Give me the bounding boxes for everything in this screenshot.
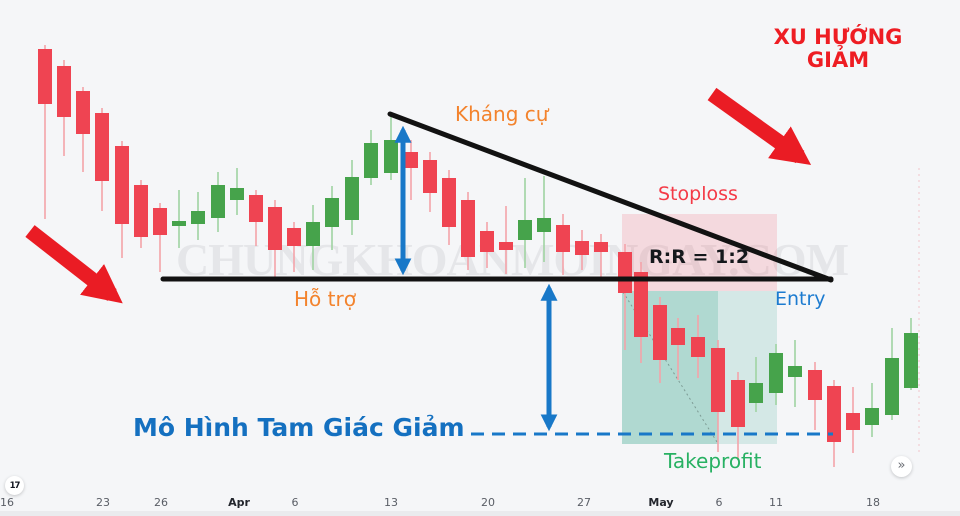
candle-down [556,225,570,252]
risk-reward-label: R:R = 1:2 [649,246,750,268]
x-axis-tick: 20 [481,496,495,509]
x-axis-tick: 23 [96,496,110,509]
x-axis-tick: 6 [715,496,723,509]
stoploss-label: Stoploss [658,183,738,205]
candle-down [653,305,667,360]
candle-down [134,185,148,237]
tradingview-logo-button[interactable]: 17 [5,476,24,495]
x-axis-tick: 16 [0,496,14,509]
candle-down [846,413,860,430]
candle-down [618,252,632,293]
candle-down [249,195,263,222]
x-axis[interactable]: 16 23 26 Apr 6 13 20 27 May 6 11 18 [0,496,960,512]
downtrend-arrow-right [707,87,812,165]
candle-up [537,218,551,232]
candle-down [287,228,301,246]
candle-down [153,208,167,235]
takeprofit-label: Takeprofit [664,449,762,473]
candle-up [172,221,186,226]
candle-down [634,272,648,337]
candle-up [384,140,398,173]
x-axis-tick: 26 [154,496,168,509]
candle-up [749,383,763,403]
candle-down [480,231,494,252]
x-axis-tick: Apr [228,496,250,509]
downtrend-label: XU HƯỚNG GIẢM [762,25,914,73]
candle-up [230,188,244,200]
candle-down [808,370,822,400]
candle-up [345,177,359,220]
candle-down [827,386,841,442]
candle-down [404,152,418,168]
candle-down [731,380,745,427]
candle-up [191,211,205,224]
takeprofit-zone-projection [718,291,777,444]
candle-down [575,241,589,255]
resistance-label: Kháng cự [455,102,549,126]
candle-down [671,328,685,345]
candle-up [518,220,532,240]
resistance-trendline [387,111,834,283]
candle-down [423,160,437,193]
candle-up [306,222,320,246]
candle-up [885,358,899,415]
x-axis-tick: 18 [866,496,880,509]
candle-down [95,113,109,181]
candle-down [76,91,90,134]
x-axis-tick: May [648,496,674,509]
candle-up [865,408,879,425]
candle-down [594,242,608,252]
candle-down [691,337,705,357]
candle-down [711,348,725,412]
candle-down [115,146,129,224]
candle-down [499,242,513,250]
candle-up [211,185,225,218]
candle-up [788,366,802,377]
bottom-bar [0,511,960,516]
x-axis-tick: 27 [577,496,591,509]
downtrend-label-line2: GIẢM [806,48,870,73]
downtrend-arrow-left [25,225,123,304]
scroll-right-button[interactable]: » [891,456,912,477]
candle-down [38,49,52,104]
candle-up [325,198,339,227]
pattern-title: Mô Hình Tam Giác Giảm [133,413,465,442]
x-axis-tick: 13 [384,496,398,509]
candle-down [268,207,282,250]
x-axis-tick: 6 [291,496,299,509]
support-label: Hỗ trợ [294,287,356,311]
candle-down [57,66,71,117]
candle-up [769,353,783,393]
candle-down [461,200,475,257]
candle-up [364,143,378,178]
candle-up [904,333,918,388]
downtrend-label-line1: XU HƯỚNG [773,25,903,49]
x-axis-tick: 11 [769,496,783,509]
candle-down [442,178,456,227]
entry-label: Entry [775,288,826,310]
